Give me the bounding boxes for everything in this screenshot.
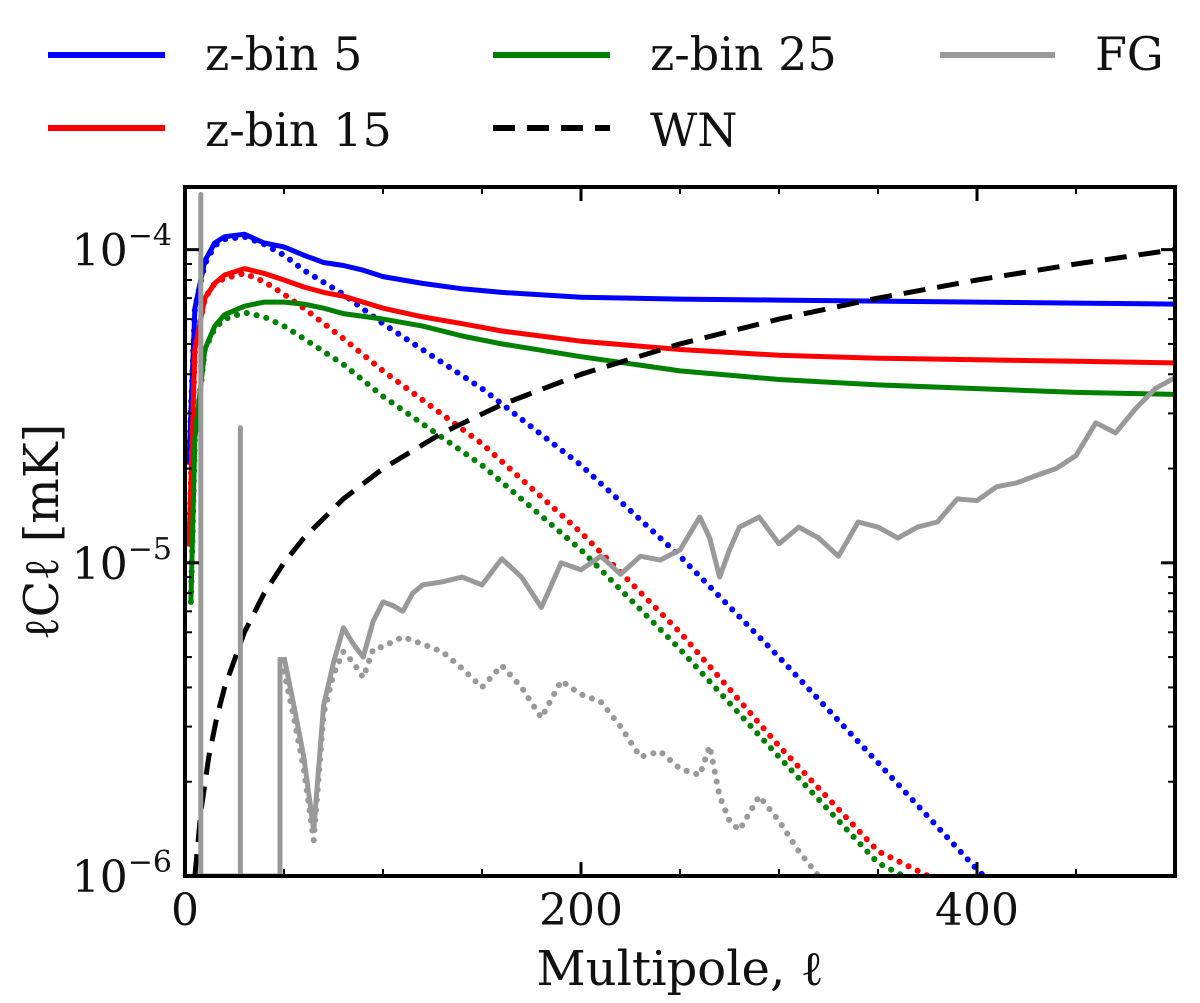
series-line-wn <box>192 247 1175 876</box>
y-tick-label: 10−6 <box>72 845 172 903</box>
legend-label-zbin5: z-bin 5 <box>205 27 362 81</box>
legend-item-zbin15: z-bin 15 <box>48 103 392 157</box>
legend-label-zbin25: z-bin 25 <box>650 27 837 81</box>
y-tick-label: 10−4 <box>72 219 172 277</box>
series-line-z-bin-25-signal <box>187 309 911 876</box>
legend-item-zbin5: z-bin 5 <box>48 27 362 81</box>
x-tick-label: 400 <box>935 885 1019 936</box>
x-axis-title: Multipole, ℓ <box>537 941 824 997</box>
legend-label-wn: WN <box>650 103 738 157</box>
y-tick-label: 10−5 <box>72 532 172 590</box>
legend-label-fg: FG <box>1095 27 1164 81</box>
x-tick-label: 0 <box>171 885 199 936</box>
x-tick-label: 200 <box>539 885 623 936</box>
legend-item-zbin25: z-bin 25 <box>493 27 837 81</box>
series-line-z-bin-15-signal <box>186 270 936 876</box>
legend-item-fg: FG <box>940 27 1164 81</box>
series-line-z-bin-5-signal <box>186 233 989 876</box>
series-line-z-bin-25 <box>188 299 1175 602</box>
series-line-fg-signal <box>281 633 822 876</box>
legend-label-zbin15: z-bin 15 <box>205 103 392 157</box>
tick-group: 0 200 400 10−4 10−5 10−6 <box>72 187 1175 936</box>
plot-frame <box>183 185 1177 878</box>
legend-item-wn: WN <box>493 103 738 157</box>
series-line-z-bin-5 <box>186 231 1175 462</box>
legend: z-bin 5 z-bin 25 FG z-bin 15 WN <box>48 27 1164 157</box>
series-line-fg <box>281 375 1175 833</box>
y-axis-title: ℓCℓ [mK] <box>14 424 70 641</box>
series-group <box>186 192 1175 876</box>
series-line-fg-early-spikes <box>198 192 283 876</box>
